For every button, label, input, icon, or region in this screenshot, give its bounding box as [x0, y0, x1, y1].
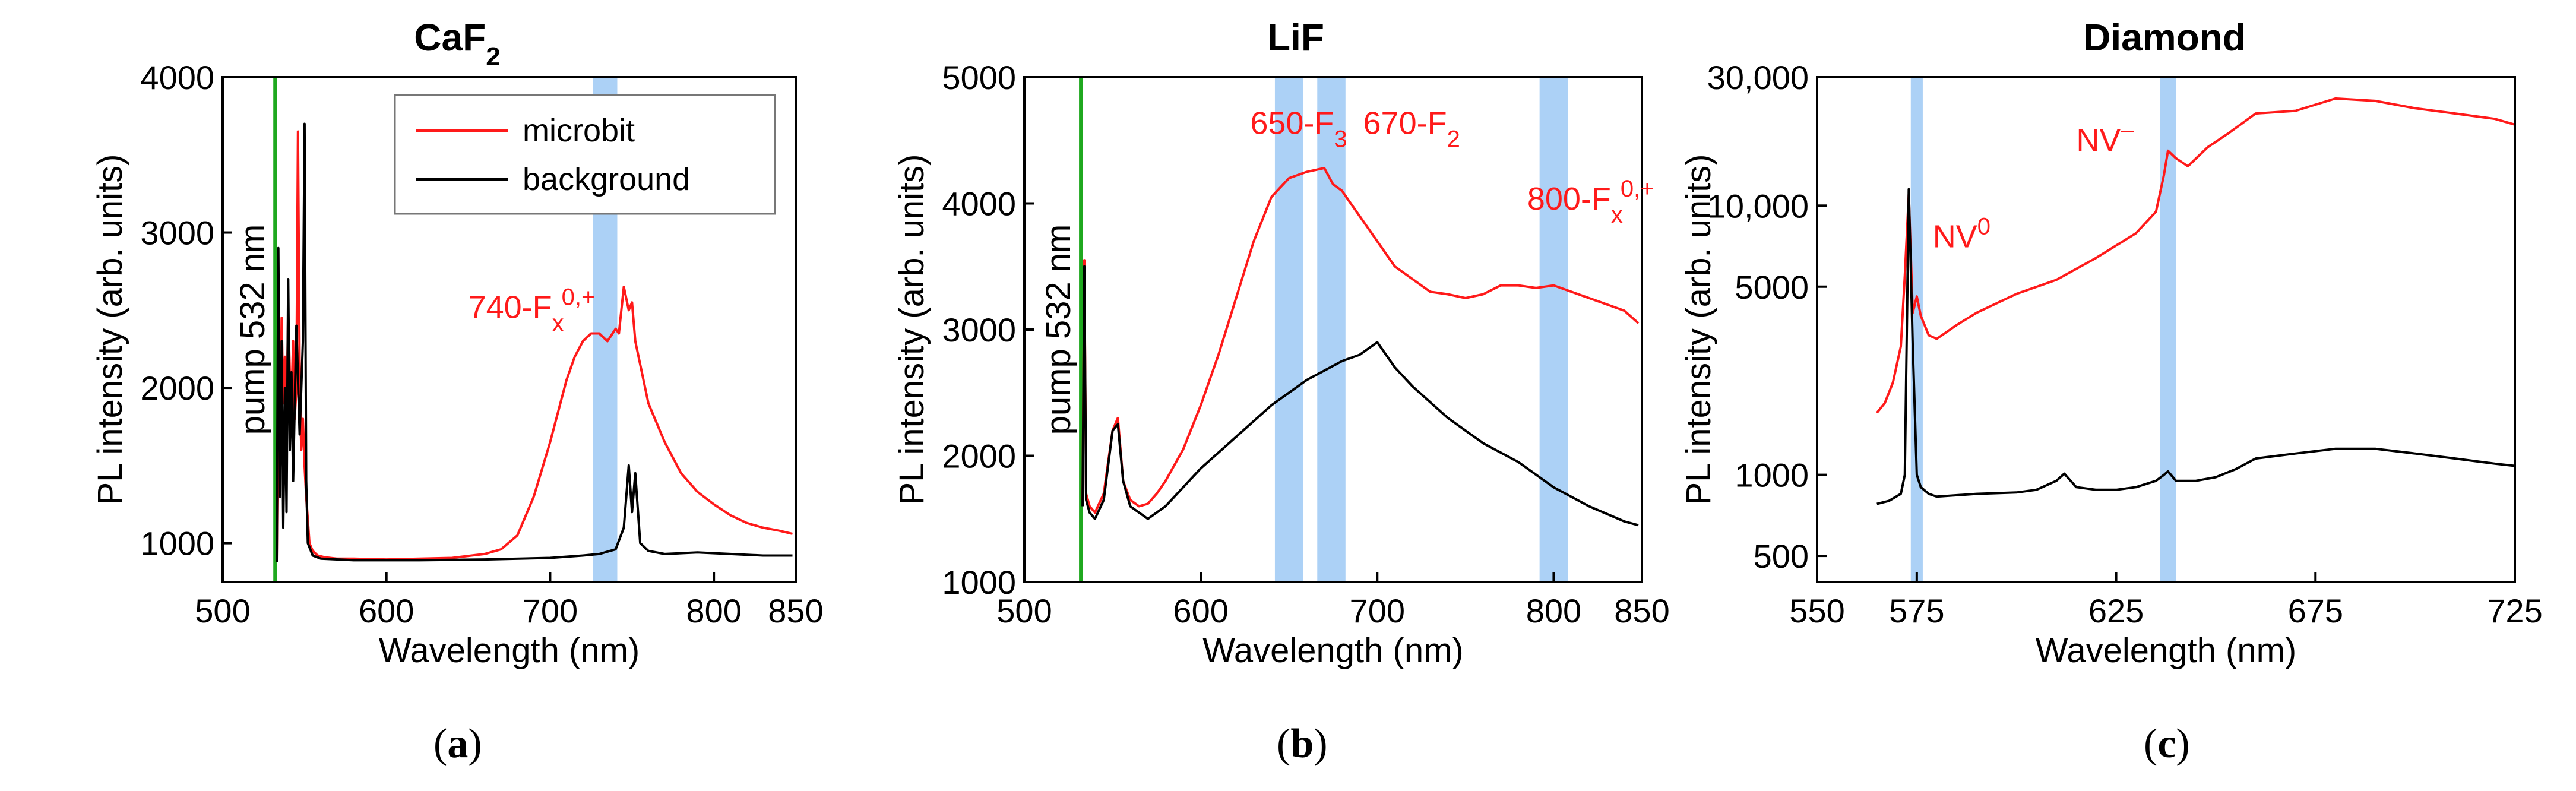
y-tick-label: 4000 — [140, 59, 214, 96]
x-tick-label: 600 — [1173, 592, 1228, 629]
panel-title-text: CaF — [414, 16, 486, 59]
y-axis-label: PL intensity (arb. units) — [91, 154, 129, 505]
caption-close-paren: ) — [468, 721, 482, 767]
y-tick-label: 3000 — [140, 214, 214, 252]
x-axis-label: Wavelength (nm) — [379, 631, 640, 670]
x-tick-label: 550 — [1789, 592, 1844, 629]
caption-letter: a — [447, 721, 468, 767]
x-tick-label: 725 — [2487, 592, 2542, 629]
series-microbit-line — [1081, 167, 1640, 514]
y-axis-label: PL intensity (arb. units) — [893, 154, 931, 505]
annotation-text: 670-F — [1363, 106, 1447, 141]
caption-open-paren: ( — [1277, 721, 1290, 767]
y-tick-label: 5000 — [942, 59, 1016, 96]
x-tick-label: 575 — [1889, 592, 1944, 629]
caption-letter: c — [2157, 721, 2176, 767]
pump-line-label: pump 532 nm — [1039, 224, 1078, 435]
peak-annotation: NV‒ — [2076, 117, 2134, 158]
annotation-superscript: 0,+ — [1621, 176, 1654, 202]
x-axis-label: Wavelength (nm) — [1202, 631, 1463, 670]
y-tick-label: 5000 — [1735, 268, 1809, 306]
series-background-line — [276, 122, 793, 562]
x-tick-label: 700 — [1350, 592, 1405, 629]
panel-b-lif: pump 532 nm 500 600 700 800 850 1000 2000 3000 40… — [893, 16, 1670, 767]
annotation-text: NV — [2076, 122, 2121, 158]
highlight-band-2 — [1539, 77, 1568, 582]
x-tick-label: 800 — [686, 592, 741, 629]
peak-annotation: 800-Fx0,+ — [1527, 176, 1654, 228]
y-axis-label: PL intensity (arb. units) — [1679, 154, 1718, 505]
highlight-band-1 — [2160, 77, 2176, 582]
series-microbit-line — [1876, 97, 2515, 414]
plot-frame — [221, 76, 797, 583]
y-tick-label: 4000 — [942, 185, 1016, 223]
annotation-subscript: x — [552, 310, 564, 336]
annotation-subscript: x — [1611, 202, 1623, 228]
caption-letter: b — [1290, 721, 1314, 767]
x-tick-label: 850 — [1614, 592, 1669, 629]
annotation-text: 650-F — [1250, 106, 1334, 141]
y-tick-label: 3000 — [942, 311, 1016, 349]
annotation-subscript: 3 — [1334, 126, 1347, 153]
annotation-text: NV — [1933, 219, 1977, 255]
highlight-band-1 — [1317, 77, 1346, 582]
peak-annotation: 650-F3 — [1250, 106, 1347, 153]
annotation-text: 740-F — [469, 289, 552, 325]
panel-c-diamond: 550 575 625 675 725 500 1000 5000 10,000 30,000 Wa… — [1679, 16, 2543, 767]
y-tick-label: 1000 — [942, 564, 1016, 601]
caption-open-paren: ( — [433, 721, 447, 767]
panel-caption: (c) — [2144, 721, 2190, 767]
panel-title-text: Diamond — [2083, 16, 2246, 59]
legend-label-microbit: microbit — [523, 113, 635, 148]
x-tick-label: 675 — [2288, 592, 2343, 629]
highlight-band-0 — [1910, 77, 1923, 582]
annotation-superscript: 0 — [1977, 214, 1990, 240]
peak-annotation: 740-Fx0,+ — [469, 284, 596, 336]
annotation-superscript: ‒ — [2121, 117, 2134, 143]
x-tick-label: 500 — [195, 592, 250, 629]
annotation-superscript: 0,+ — [562, 284, 596, 310]
caption-close-paren: ) — [1314, 721, 1327, 767]
highlight-band-0 — [1274, 77, 1303, 582]
y-tick-label: 500 — [1754, 537, 1809, 575]
legend-box — [394, 94, 776, 215]
panel-title: LiF — [1267, 16, 1324, 59]
panel-title-text: LiF — [1267, 16, 1324, 59]
x-tick-label: 800 — [1526, 592, 1581, 629]
plot-frame — [1816, 76, 2516, 583]
series-background-line — [1081, 265, 1639, 527]
x-tick-label: 500 — [996, 592, 1052, 629]
series-background-line — [1876, 188, 2515, 505]
panel-a-caf2: pump 532 nm 500 600 700 800 850 1000 2000 3000 40… — [91, 16, 824, 767]
x-tick-label: 625 — [2088, 592, 2144, 629]
y-tick-label: 1000 — [1735, 457, 1809, 494]
annotation-text: 800-F — [1527, 181, 1611, 217]
panel-caption: (a) — [433, 721, 482, 767]
peak-annotation: NV0 — [1933, 214, 1990, 255]
y-tick-label: 10,000 — [1707, 187, 1809, 224]
panel-title-subscript: 2 — [486, 42, 500, 71]
y-tick-label: 2000 — [140, 369, 214, 407]
caption-open-paren: ( — [2144, 721, 2157, 767]
x-tick-label: 600 — [359, 592, 414, 629]
panel-caption: (b) — [1277, 721, 1328, 767]
peak-annotation: 670-F2 — [1363, 106, 1460, 153]
x-tick-label: 850 — [768, 592, 823, 629]
y-tick-label: 2000 — [942, 438, 1016, 475]
pump-line-label: pump 532 nm — [233, 224, 272, 435]
legend-label-background: background — [523, 162, 690, 197]
y-tick-label: 1000 — [140, 525, 214, 562]
x-tick-label: 700 — [523, 592, 578, 629]
caption-close-paren: ) — [2176, 721, 2189, 767]
panel-title: CaF2 — [414, 16, 500, 71]
annotation-subscript: 2 — [1447, 126, 1460, 153]
panel-title: Diamond — [2083, 16, 2246, 59]
y-tick-label: 30,000 — [1707, 59, 1809, 96]
x-axis-label: Wavelength (nm) — [2036, 631, 2296, 670]
